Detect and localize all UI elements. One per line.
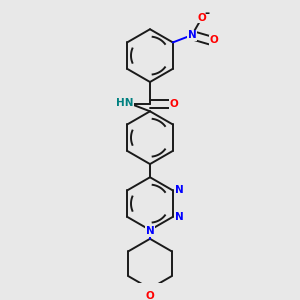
Text: N: N [146, 226, 154, 236]
Text: O: O [198, 13, 206, 22]
Text: O: O [146, 291, 154, 300]
Text: N: N [175, 212, 184, 222]
Text: O: O [170, 99, 179, 109]
Text: HN: HN [116, 98, 133, 108]
Text: N: N [175, 185, 184, 196]
Text: -: - [205, 7, 210, 20]
Text: N: N [188, 30, 196, 40]
Text: O: O [209, 35, 218, 45]
